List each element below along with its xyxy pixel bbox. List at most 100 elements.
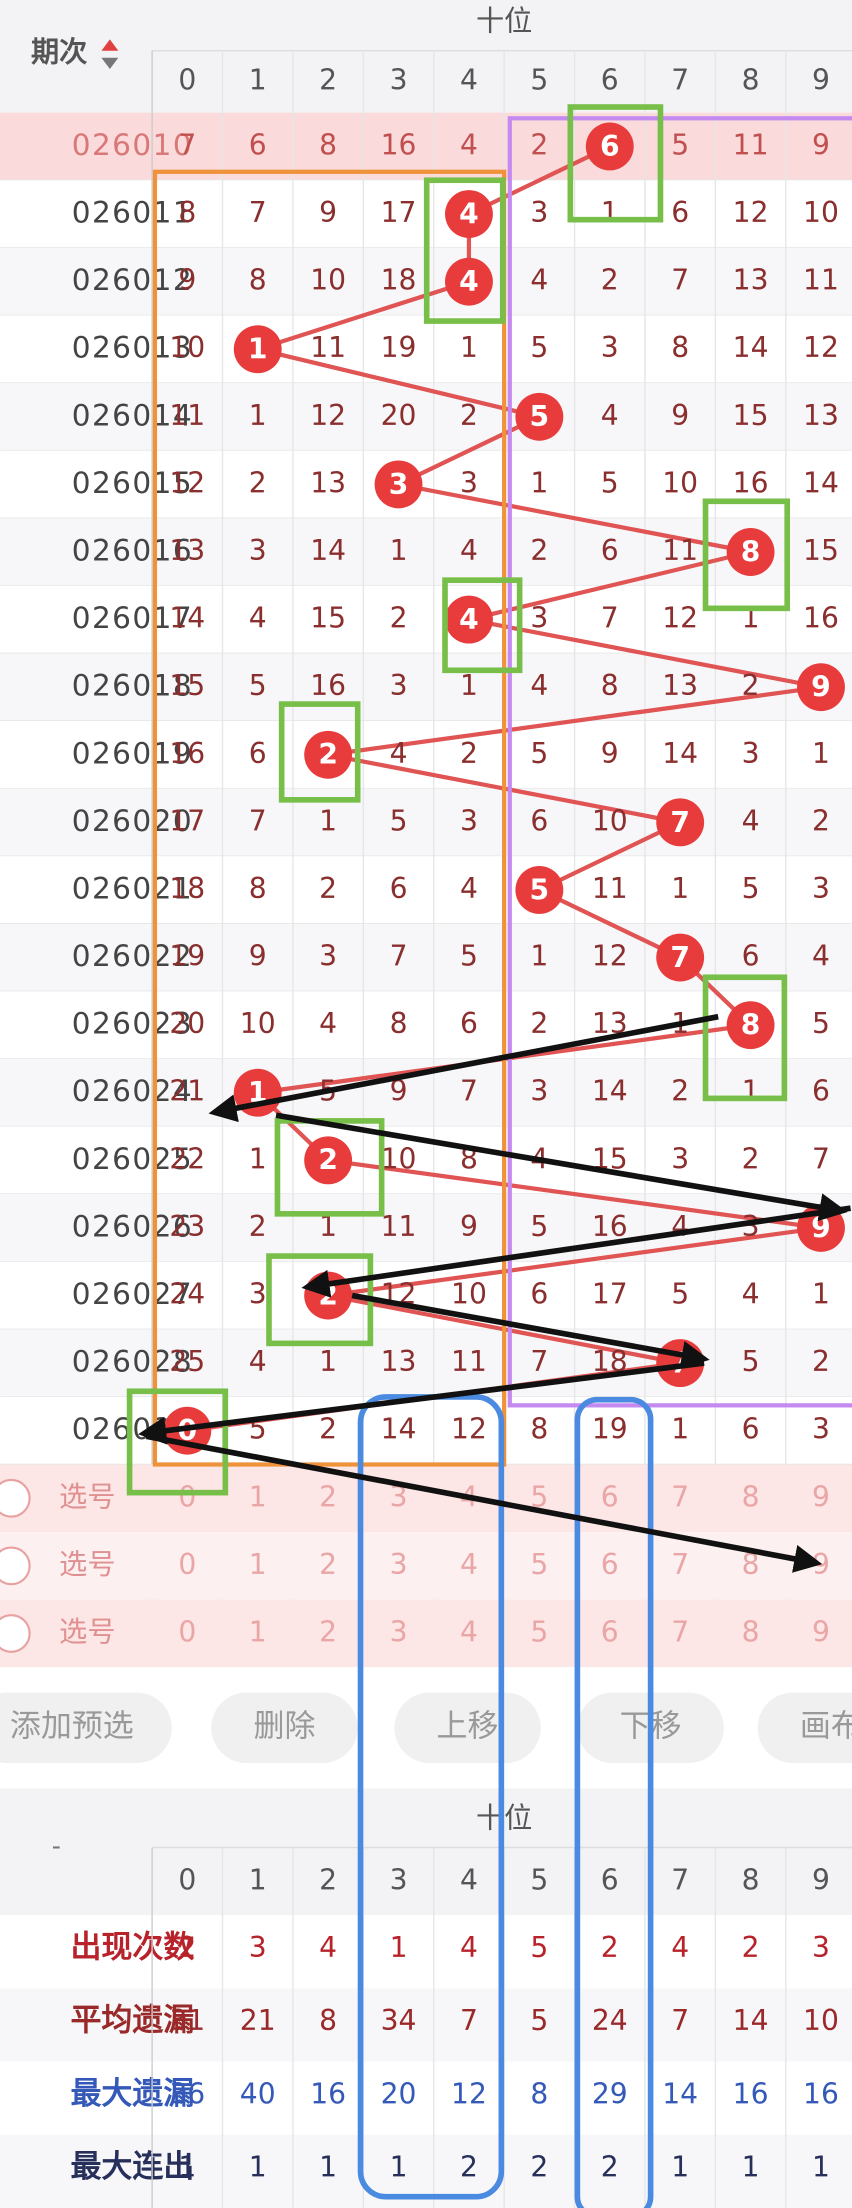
select-label: 选号: [59, 1548, 115, 1581]
cell: 4: [460, 872, 478, 905]
hit-ball: [515, 866, 564, 914]
cell: 8: [178, 196, 196, 229]
select-digit: 2: [319, 1480, 337, 1513]
cell: 5: [742, 1345, 760, 1378]
cell: 14: [803, 466, 839, 499]
cell: 14: [662, 737, 698, 770]
cell: 3: [742, 737, 760, 770]
button[interactable]: [0, 1692, 172, 1764]
cell: 4: [249, 602, 267, 635]
stats-value: 7: [671, 2004, 689, 2037]
cell: 10: [310, 264, 346, 297]
hit-number: 3: [389, 468, 409, 501]
cell: 24: [169, 1278, 205, 1311]
stats-value: 3: [249, 1931, 267, 1964]
cell: 9: [812, 128, 830, 161]
select-digit: 0: [178, 1548, 196, 1581]
cell: 5: [601, 466, 619, 499]
hit-number: 1: [248, 333, 268, 366]
orange-box: [152, 169, 507, 1467]
cell: 3: [249, 1278, 267, 1311]
stats-row-bg: [0, 2061, 852, 2135]
cell: 1: [742, 1075, 760, 1108]
hit-number: 8: [741, 1009, 761, 1042]
select-digit: 8: [742, 1548, 760, 1581]
stats-value: 2: [530, 2151, 548, 2184]
stats-value: 5: [530, 2004, 548, 2037]
hit-ball: [797, 663, 845, 712]
cell: 6: [742, 940, 760, 973]
stats-digit: 0: [178, 1863, 196, 1896]
digit-header: 1: [249, 64, 267, 97]
cell: 3: [460, 466, 478, 499]
cell: 8: [671, 331, 689, 364]
period: 026018: [72, 669, 193, 703]
cell: 1: [249, 399, 267, 432]
stats-value: 14: [662, 2077, 698, 2110]
cell: 8: [249, 872, 267, 905]
cell: 9: [671, 399, 689, 432]
hit-ball: [374, 460, 423, 509]
cell: 12: [803, 331, 839, 364]
stats-value: 2: [742, 1931, 760, 1964]
cell: 2: [742, 1142, 760, 1175]
cell: 3: [530, 1075, 548, 1108]
digit-header: 4: [460, 64, 478, 97]
cell: 7: [178, 128, 196, 161]
cell: 4: [460, 534, 478, 567]
cell: 4: [812, 940, 830, 973]
period: 026010: [72, 128, 193, 162]
cell: 13: [803, 399, 839, 432]
cell: 1: [319, 1345, 337, 1378]
cell: 2: [530, 128, 548, 161]
cell: 5: [249, 669, 267, 702]
digit-header: 5: [530, 64, 548, 97]
arrow: [145, 1433, 823, 1573]
cell: 2: [530, 1007, 548, 1040]
cell: 11: [381, 1210, 417, 1243]
button-label: 画布: [800, 1708, 852, 1744]
green-box: [274, 1118, 385, 1217]
cell: 3: [671, 1142, 689, 1175]
cell: 6: [460, 1007, 478, 1040]
digit-header: 6: [601, 64, 619, 97]
cell: 5: [530, 1210, 548, 1243]
stats-value: 1: [390, 1931, 408, 1964]
cell: 7: [390, 940, 408, 973]
stats-value: 16: [733, 2077, 769, 2110]
select-radio: [0, 1614, 31, 1653]
cell: 11: [169, 399, 205, 432]
cell: 16: [733, 466, 769, 499]
green-box: [126, 1388, 229, 1496]
cell: 11: [451, 1345, 487, 1378]
button[interactable]: [757, 1692, 852, 1764]
period: 026023: [72, 1007, 193, 1041]
stats-value: 8: [530, 2077, 548, 2110]
cell: 2: [249, 1210, 267, 1243]
arrow: [138, 1360, 705, 1445]
cell: 6: [390, 872, 408, 905]
green-box: [567, 104, 664, 223]
cell: 19: [592, 1413, 628, 1446]
header-bg: [0, 0, 852, 113]
cell: 15: [733, 399, 769, 432]
cell: 6: [530, 1278, 548, 1311]
cell: 11: [310, 331, 346, 364]
cell: 6: [671, 196, 689, 229]
cell: 3: [812, 1413, 830, 1446]
cell: 25: [169, 1345, 205, 1378]
hit-ball: [726, 528, 775, 576]
green-boxes: [126, 104, 791, 1496]
stats-value: 29: [592, 2077, 628, 2110]
period: 026027: [72, 1277, 193, 1311]
button[interactable]: [211, 1692, 358, 1764]
stats-value: 1: [742, 2151, 760, 2184]
hit-number: 9: [811, 671, 831, 704]
stats-digit: 3: [390, 1863, 408, 1896]
stats-value: 21: [240, 2004, 276, 2037]
cell: 2: [742, 669, 760, 702]
period: 026024: [72, 1074, 193, 1108]
hit-ball: [233, 325, 282, 374]
